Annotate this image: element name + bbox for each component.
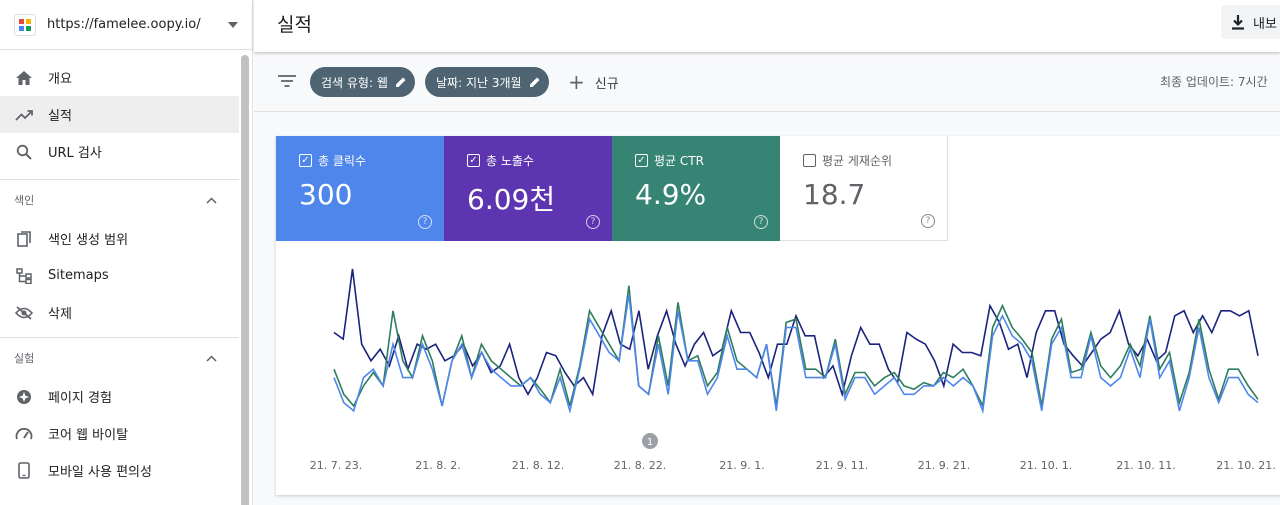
filter-icon[interactable] — [278, 72, 296, 91]
nav-item-coverage[interactable]: 색인 생성 범위 — [0, 220, 239, 257]
sitemap-icon — [15, 267, 33, 285]
add-filter-label: 신규 — [594, 76, 619, 92]
page-experience-icon — [15, 388, 33, 406]
nav-item-page-experience[interactable]: 페이지 경험 — [0, 378, 239, 415]
chevron-up-icon[interactable] — [206, 196, 217, 204]
last-updated: 최종 업데이트: 7시간 — [1160, 75, 1268, 89]
checkbox-checked-icon[interactable]: ✓ — [467, 154, 480, 167]
coverage-icon — [15, 230, 33, 248]
x-axis-tick-label: 21. 7. 23. — [310, 459, 362, 472]
x-axis-tick-label: 21. 8. 2. — [415, 459, 460, 472]
eye-off-icon — [15, 304, 33, 322]
export-button-label: 내보 — [1253, 16, 1277, 32]
x-axis-tick-label: 21. 10. 21. — [1216, 459, 1275, 472]
mobile-icon — [15, 462, 33, 480]
property-url: https://famelee.oopy.io/ — [47, 17, 201, 32]
help-icon[interactable]: ? — [418, 215, 432, 229]
filter-chip-label: 날짜: 지난 3개월 — [436, 75, 522, 90]
nav-item-label: 실적 — [48, 109, 72, 124]
filter-bar: 검색 유형: 웹 날짜: 지난 3개월 + 신규 최종 업데이트: 7시간 — [254, 52, 1280, 112]
site-favicon-icon — [14, 13, 36, 36]
svg-text:1: 1 — [647, 437, 653, 448]
nav-item-label: Sitemaps — [48, 268, 109, 283]
section-title: 색인 — [14, 194, 35, 207]
checkbox-checked-icon[interactable]: ✓ — [299, 154, 312, 167]
performance-card: ✓ 총 클릭수 300 ? ✓ 총 노출수 6.09천 ? ✓ 평균 CTR 4.9%… — [276, 136, 1280, 495]
metric-total-clicks[interactable]: ✓ 총 클릭수 300 ? — [276, 136, 444, 241]
speed-icon — [15, 425, 33, 443]
metric-value: 4.9% — [635, 178, 707, 211]
performance-chart[interactable]: 1 21. 7. 23. 21. 8. 2. 21. 8. 12. 21. 8. 22.… — [276, 241, 1280, 495]
main-content: 검색 유형: 웹 날짜: 지난 3개월 + 신규 최종 업데이트: 7시간 ✓ 총… — [254, 52, 1280, 505]
filter-chip-date[interactable]: 날짜: 지난 3개월 — [425, 67, 549, 97]
x-axis-tick-label: 21. 8. 22. — [614, 459, 666, 472]
nav-item-label: 색인 생성 범위 — [48, 233, 129, 248]
chevron-down-icon[interactable] — [228, 21, 238, 28]
help-icon[interactable]: ? — [754, 215, 768, 229]
plus-icon: + — [568, 70, 585, 94]
x-axis-tick-label: 21. 10. 11. — [1116, 459, 1175, 472]
trending-up-icon — [15, 106, 33, 124]
top-bar: 실적 내보 — [254, 0, 1280, 52]
download-icon — [1232, 15, 1244, 30]
metric-value: 6.09천 — [467, 183, 556, 216]
section-title: 실험 — [14, 352, 35, 365]
export-button[interactable]: 내보 — [1221, 5, 1280, 39]
nav-item-label: 삭제 — [48, 307, 72, 322]
metric-average-ctr[interactable]: ✓ 평균 CTR 4.9% ? — [612, 136, 780, 241]
x-axis-tick-label: 21. 9. 21. — [918, 459, 970, 472]
add-filter-button[interactable]: + 신규 — [568, 72, 619, 92]
series-line-impressions — [333, 268, 1259, 398]
nav-item-label: 페이지 경험 — [48, 391, 112, 406]
nav-item-mobile-usability[interactable]: 모바일 사용 편의성 — [0, 452, 239, 489]
search-icon — [15, 143, 33, 161]
pencil-icon[interactable] — [395, 76, 407, 88]
metric-label: 평균 CTR — [654, 154, 704, 168]
page-title: 실적 — [277, 14, 312, 36]
nav-item-performance[interactable]: 실적 — [0, 96, 239, 133]
annotation-marker[interactable]: 1 — [642, 433, 658, 449]
nav-item-url-inspection[interactable]: URL 검사 — [0, 133, 239, 170]
x-axis-tick-label: 21. 9. 1. — [719, 459, 764, 472]
nav-item-label: 개요 — [48, 72, 72, 87]
nav-item-label: 모바일 사용 편의성 — [48, 465, 152, 480]
sidebar-scrollbar[interactable] — [241, 55, 249, 505]
nav-item-label: 코어 웹 바이탈 — [48, 428, 129, 443]
pencil-icon[interactable] — [529, 76, 541, 88]
metric-total-impressions[interactable]: ✓ 총 노출수 6.09천 ? — [444, 136, 612, 241]
x-axis-tick-label: 21. 9. 11. — [816, 459, 868, 472]
metric-label: 평균 게재순위 — [822, 154, 893, 168]
filter-chip-search-type[interactable]: 검색 유형: 웹 — [310, 67, 415, 97]
main-nav: 개요 실적 URL 검사 — [0, 50, 239, 180]
property-selector[interactable]: https://famelee.oopy.io/ — [0, 0, 252, 50]
series-line-ctr — [333, 285, 1259, 409]
help-icon[interactable]: ? — [921, 214, 935, 228]
x-axis-tick-label: 21. 10. 1. — [1020, 459, 1072, 472]
nav-item-sitemaps[interactable]: Sitemaps — [0, 257, 239, 294]
nav-item-core-web-vitals[interactable]: 코어 웹 바이탈 — [0, 415, 239, 452]
help-icon[interactable]: ? — [586, 215, 600, 229]
metric-label: 총 클릭수 — [318, 154, 366, 168]
section-index: 색인 색인 생성 범위 Sitemaps 삭제 — [0, 180, 239, 338]
series-line-clicks — [333, 293, 1259, 415]
sidebar: https://famelee.oopy.io/ 개요 실적 URL 검 — [0, 0, 253, 505]
nav-item-removals[interactable]: 삭제 — [0, 294, 239, 331]
metric-value: 300 — [299, 178, 353, 211]
metric-label: 총 노출수 — [486, 154, 534, 168]
nav-item-overview[interactable]: 개요 — [0, 59, 239, 96]
x-axis-tick-label: 21. 8. 12. — [512, 459, 564, 472]
home-icon — [15, 69, 33, 87]
metric-value: 18.7 — [803, 178, 866, 211]
metric-average-position[interactable]: 평균 게재순위 18.7 ? — [780, 136, 948, 241]
filter-chip-label: 검색 유형: 웹 — [321, 75, 388, 90]
section-header[interactable]: 실험 — [0, 338, 239, 378]
section-experience: 실험 페이지 경험 코어 웹 바이탈 모바일 사용 편의성 — [0, 338, 239, 495]
checkbox-checked-icon[interactable]: ✓ — [635, 154, 648, 167]
chevron-up-icon[interactable] — [206, 354, 217, 362]
section-header[interactable]: 색인 — [0, 180, 239, 220]
nav-item-label: URL 검사 — [48, 146, 102, 161]
checkbox-unchecked-icon[interactable] — [803, 154, 816, 167]
